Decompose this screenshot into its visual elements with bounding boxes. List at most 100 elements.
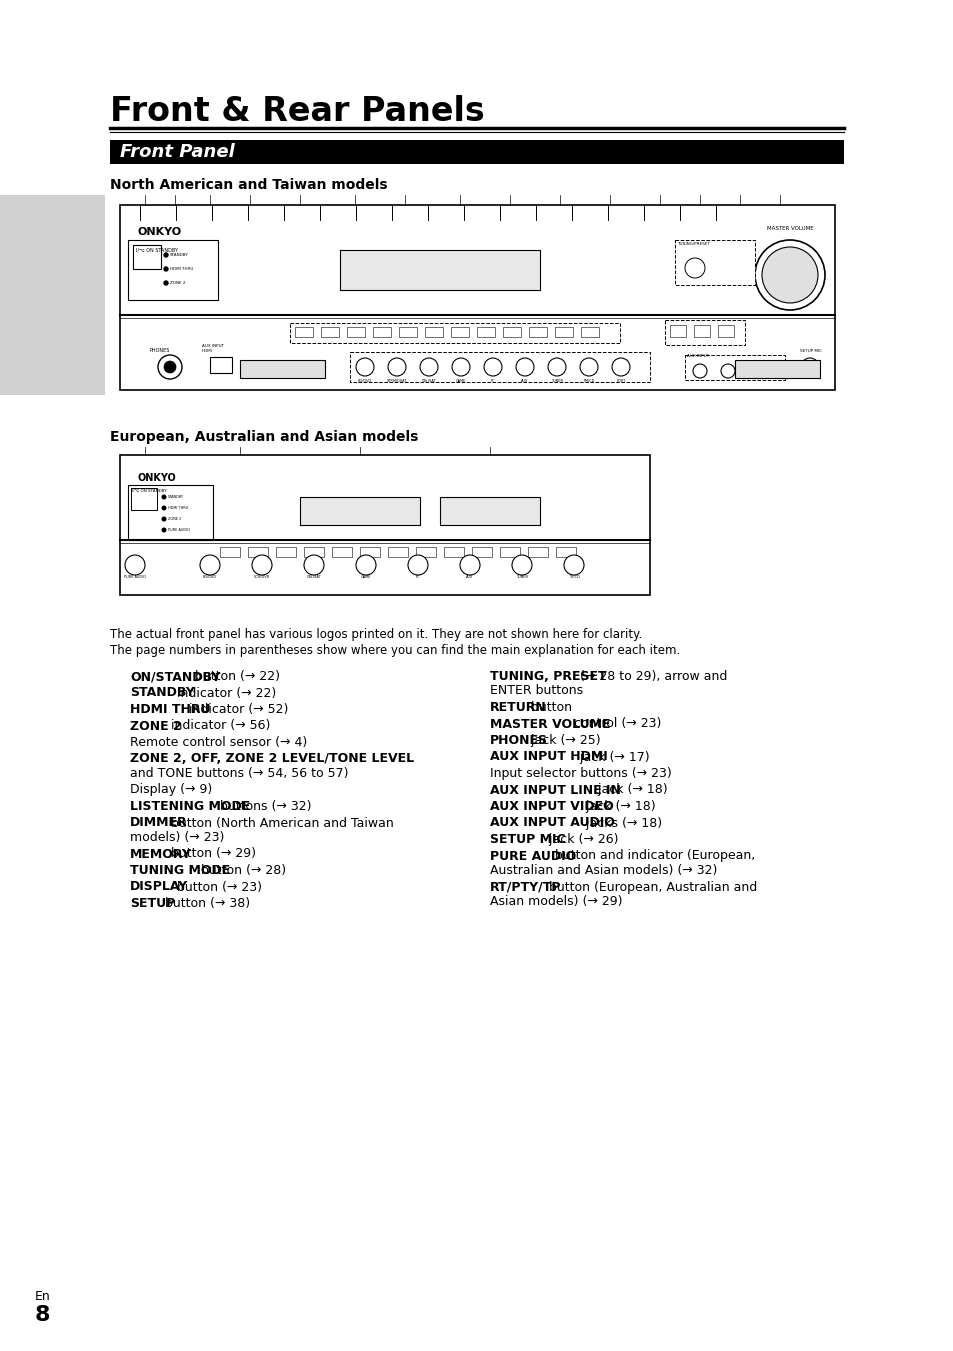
Text: DISPLAY: DISPLAY	[130, 881, 188, 893]
Bar	[675, 240, 754, 285]
Text: AUX INPUT LINE IN: AUX INPUT LINE IN	[490, 784, 620, 797]
Text: TUNER: TUNER	[551, 380, 562, 382]
Bar	[275, 547, 295, 557]
Circle shape	[164, 267, 168, 272]
Text: I/⌥ ON STANDBY: I/⌥ ON STANDBY	[132, 489, 167, 493]
Circle shape	[563, 555, 583, 576]
Text: ONKYO: ONKYO	[138, 473, 176, 484]
Text: button (→ 29): button (→ 29)	[167, 847, 255, 861]
Text: SETUP: SETUP	[130, 897, 175, 911]
Text: Front & Rear Panels: Front & Rear Panels	[110, 95, 484, 128]
Text: BD/DVD: BD/DVD	[203, 576, 217, 580]
Bar	[388, 547, 408, 557]
Bar	[128, 240, 218, 300]
Text: MEMORY: MEMORY	[130, 847, 192, 861]
Text: jack (→ 18): jack (→ 18)	[594, 784, 667, 797]
Bar	[439, 497, 539, 526]
Circle shape	[355, 358, 374, 376]
Text: AUX: AUX	[466, 576, 473, 580]
Bar	[476, 327, 495, 336]
Text: ZONE 2: ZONE 2	[168, 517, 181, 521]
Circle shape	[754, 240, 824, 309]
Bar	[718, 326, 733, 336]
Text: button (European, Australian and: button (European, Australian and	[544, 881, 757, 893]
Bar	[664, 320, 744, 345]
Text: VCR/DVR: VCR/DVR	[253, 576, 270, 580]
Text: AUX INPUT VIDEO: AUX INPUT VIDEO	[490, 800, 613, 813]
Bar	[132, 245, 161, 269]
Circle shape	[512, 555, 532, 576]
Bar	[347, 327, 365, 336]
Text: indicator (→ 52): indicator (→ 52)	[185, 703, 288, 716]
Text: MASTER VOLUME: MASTER VOLUME	[766, 226, 813, 231]
Text: ZONE 2: ZONE 2	[170, 281, 185, 285]
Circle shape	[579, 358, 598, 376]
Bar	[332, 547, 352, 557]
Text: PC: PC	[416, 576, 420, 580]
Circle shape	[125, 555, 145, 576]
Circle shape	[164, 253, 168, 257]
Bar	[339, 250, 539, 290]
Text: The actual front panel has various logos printed on it. They are not shown here : The actual front panel has various logos…	[110, 628, 641, 640]
Circle shape	[720, 363, 734, 378]
Text: ZONE 2, OFF, ZONE 2 LEVEL/TONE LEVEL: ZONE 2, OFF, ZONE 2 LEVEL/TONE LEVEL	[130, 753, 414, 766]
Bar	[443, 547, 463, 557]
Text: button (→ 28): button (→ 28)	[197, 865, 286, 877]
Bar	[220, 547, 240, 557]
Text: indicator (→ 22): indicator (→ 22)	[172, 686, 275, 700]
Text: jack (→ 26): jack (→ 26)	[544, 834, 618, 846]
Text: Australian and Asian models) (→ 32): Australian and Asian models) (→ 32)	[490, 865, 717, 877]
Circle shape	[547, 358, 565, 376]
Bar	[304, 547, 324, 557]
Text: button and indicator (European,: button and indicator (European,	[551, 850, 755, 862]
Bar	[240, 359, 325, 378]
Text: The page numbers in parentheses show where you can find the main explanation for: The page numbers in parentheses show whe…	[110, 644, 679, 657]
Circle shape	[459, 555, 479, 576]
Text: Input selector buttons (→ 23): Input selector buttons (→ 23)	[490, 767, 671, 780]
Text: indicator (→ 56): indicator (→ 56)	[167, 720, 270, 732]
Text: Front Panel: Front Panel	[120, 143, 234, 161]
Text: 8: 8	[35, 1305, 51, 1325]
Text: control (→ 23): control (→ 23)	[569, 717, 660, 731]
Text: and ​TONE​ buttons (→ 54, 56 to 57): and ​TONE​ buttons (→ 54, 56 to 57)	[130, 767, 348, 780]
Text: Display (→ 9): Display (→ 9)	[130, 784, 212, 797]
Text: button (→ 22): button (→ 22)	[191, 670, 280, 684]
Text: PURE AUDIO: PURE AUDIO	[124, 576, 146, 580]
Text: Remote control sensor (→ 4): Remote control sensor (→ 4)	[130, 736, 307, 748]
Bar	[128, 485, 213, 540]
Text: AUX INPUT AUDIO: AUX INPUT AUDIO	[490, 816, 615, 830]
Bar	[580, 327, 598, 336]
Text: models) (→ 23): models) (→ 23)	[130, 831, 224, 844]
Bar	[294, 327, 313, 336]
Circle shape	[684, 258, 704, 278]
Circle shape	[252, 555, 272, 576]
Text: jack (→ 25): jack (→ 25)	[526, 734, 599, 747]
Text: button (North American and Taiwan: button (North American and Taiwan	[167, 816, 393, 830]
Text: button (→ 38): button (→ 38)	[160, 897, 250, 911]
Bar	[290, 323, 619, 343]
Text: PHONES: PHONES	[150, 349, 171, 353]
Text: AUX INPUT: AUX INPUT	[686, 354, 708, 358]
Text: LISTENING MODE: LISTENING MODE	[130, 800, 250, 813]
Circle shape	[355, 555, 375, 576]
Text: button (→ 23): button (→ 23)	[172, 881, 261, 893]
Text: BD/DVD: BD/DVD	[357, 380, 372, 382]
Bar	[350, 353, 649, 382]
Text: jacks (→ 18): jacks (→ 18)	[581, 816, 661, 830]
Bar	[131, 488, 157, 509]
Text: PURE AUDIO: PURE AUDIO	[168, 528, 190, 532]
Circle shape	[748, 363, 762, 378]
Text: ENTER buttons: ENTER buttons	[490, 685, 582, 697]
Bar	[0, 195, 105, 394]
Bar	[248, 547, 268, 557]
Circle shape	[761, 247, 817, 303]
Bar	[299, 497, 419, 526]
Text: HDMI THRU: HDMI THRU	[170, 267, 193, 272]
Text: SETUP MIC: SETUP MIC	[800, 349, 821, 353]
Text: STANDBY: STANDBY	[130, 686, 194, 700]
Circle shape	[612, 358, 629, 376]
Circle shape	[304, 555, 324, 576]
Text: HDMI THRU: HDMI THRU	[130, 703, 211, 716]
Bar	[416, 547, 436, 557]
Bar	[499, 547, 519, 557]
